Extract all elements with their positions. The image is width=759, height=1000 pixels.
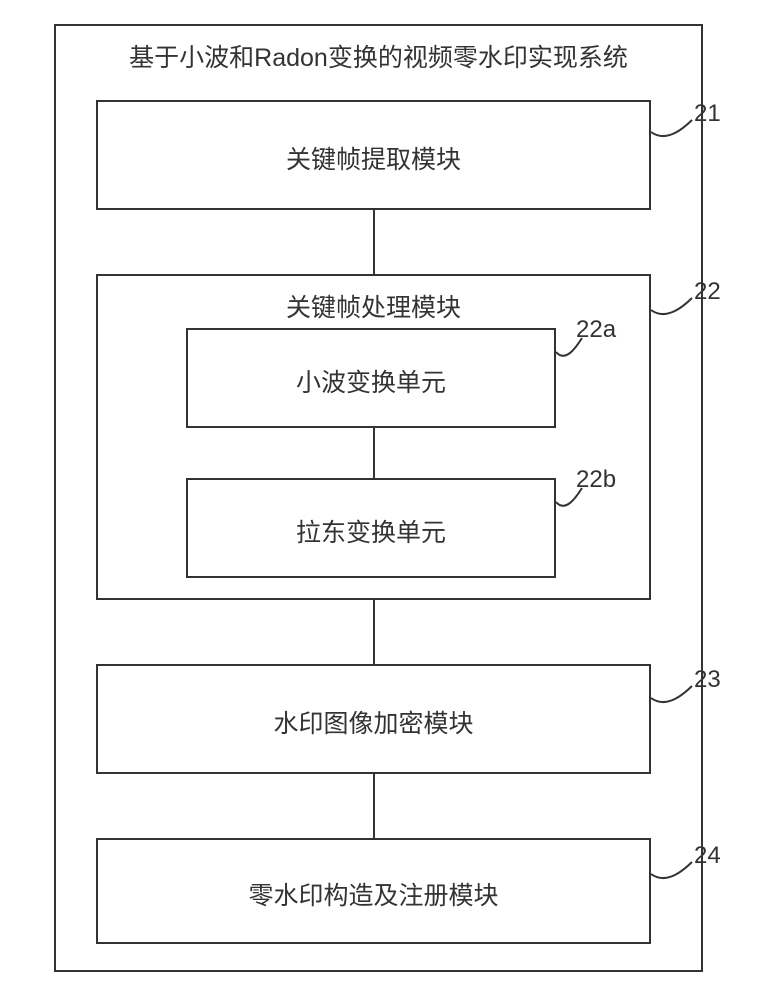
annotation-curve <box>646 105 707 152</box>
connector-line <box>373 774 375 838</box>
annotation-curve <box>551 473 597 522</box>
annotation-curve <box>646 283 707 330</box>
module-label: 水印图像加密模块 <box>96 704 651 740</box>
module-label: 零水印构造及注册模块 <box>96 876 651 912</box>
connector-line <box>373 600 375 664</box>
connector-line <box>373 428 375 478</box>
connector-line <box>373 210 375 274</box>
sub-module-label: 小波变换单元 <box>186 363 556 399</box>
sub-module-label: 拉东变换单元 <box>186 513 556 549</box>
module-label: 关键帧处理模块 <box>96 288 651 324</box>
annotation-curve <box>646 847 707 894</box>
annotation-curve <box>646 671 707 718</box>
module-label: 关键帧提取模块 <box>96 140 651 176</box>
annotation-curve <box>551 323 597 372</box>
diagram-title: 基于小波和Radon变换的视频零水印实现系统 <box>54 38 703 74</box>
